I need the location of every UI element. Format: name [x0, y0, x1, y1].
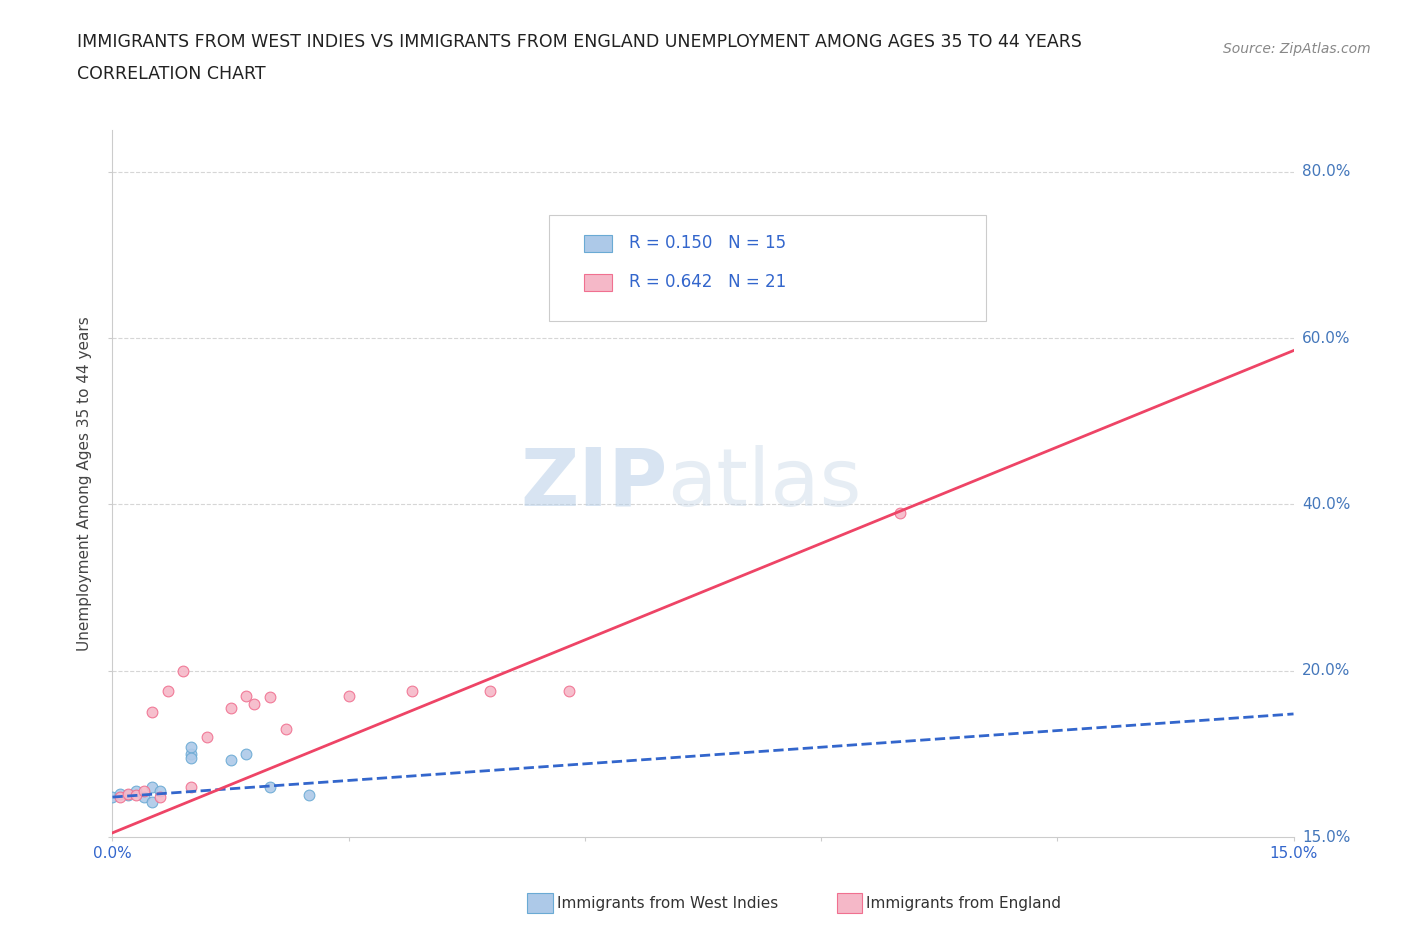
- Point: [110, 790, 132, 804]
- Text: R = 0.642   N = 21: R = 0.642 N = 21: [628, 273, 786, 291]
- Point: [180, 779, 202, 794]
- Point: [195, 730, 218, 745]
- Point: [117, 787, 139, 802]
- Point: [156, 684, 179, 699]
- Text: CORRELATION CHART: CORRELATION CHART: [77, 65, 266, 83]
- FancyBboxPatch shape: [583, 273, 612, 291]
- Point: [172, 663, 194, 678]
- Text: Source: ZipAtlas.com: Source: ZipAtlas.com: [1223, 42, 1371, 56]
- Point: [637, 264, 659, 279]
- Text: Immigrants from England: Immigrants from England: [866, 896, 1062, 910]
- Point: [274, 722, 297, 737]
- Point: [132, 784, 155, 799]
- Point: [479, 684, 502, 699]
- Point: [243, 697, 266, 711]
- Text: 40.0%: 40.0%: [1302, 497, 1350, 512]
- Point: [180, 747, 202, 762]
- Text: ZIP: ZIP: [520, 445, 668, 523]
- Point: [219, 700, 242, 715]
- Point: [141, 705, 163, 720]
- Point: [259, 690, 281, 705]
- Text: Immigrants from West Indies: Immigrants from West Indies: [557, 896, 778, 910]
- Point: [110, 787, 132, 802]
- Point: [298, 788, 321, 803]
- Text: R = 0.150   N = 15: R = 0.150 N = 15: [628, 234, 786, 252]
- Point: [117, 788, 139, 803]
- Text: 60.0%: 60.0%: [1302, 330, 1350, 346]
- Point: [101, 790, 124, 804]
- Point: [125, 784, 148, 799]
- Point: [235, 747, 257, 762]
- Y-axis label: Unemployment Among Ages 35 to 44 years: Unemployment Among Ages 35 to 44 years: [77, 316, 93, 651]
- Point: [141, 779, 163, 794]
- Point: [401, 684, 423, 699]
- Text: atlas: atlas: [668, 445, 862, 523]
- Point: [259, 779, 281, 794]
- Point: [235, 688, 257, 703]
- Text: 15.0%: 15.0%: [1302, 830, 1350, 844]
- Point: [337, 688, 360, 703]
- FancyBboxPatch shape: [550, 215, 987, 321]
- Point: [889, 505, 911, 520]
- Point: [149, 784, 172, 799]
- Point: [141, 794, 163, 809]
- Text: IMMIGRANTS FROM WEST INDIES VS IMMIGRANTS FROM ENGLAND UNEMPLOYMENT AMONG AGES 3: IMMIGRANTS FROM WEST INDIES VS IMMIGRANT…: [77, 33, 1083, 50]
- Point: [558, 684, 581, 699]
- Point: [180, 751, 202, 765]
- Point: [149, 790, 172, 804]
- Text: 20.0%: 20.0%: [1302, 663, 1350, 678]
- Point: [132, 790, 155, 804]
- Point: [180, 739, 202, 754]
- FancyBboxPatch shape: [583, 234, 612, 252]
- Text: 80.0%: 80.0%: [1302, 165, 1350, 179]
- Point: [125, 788, 148, 803]
- Point: [219, 753, 242, 768]
